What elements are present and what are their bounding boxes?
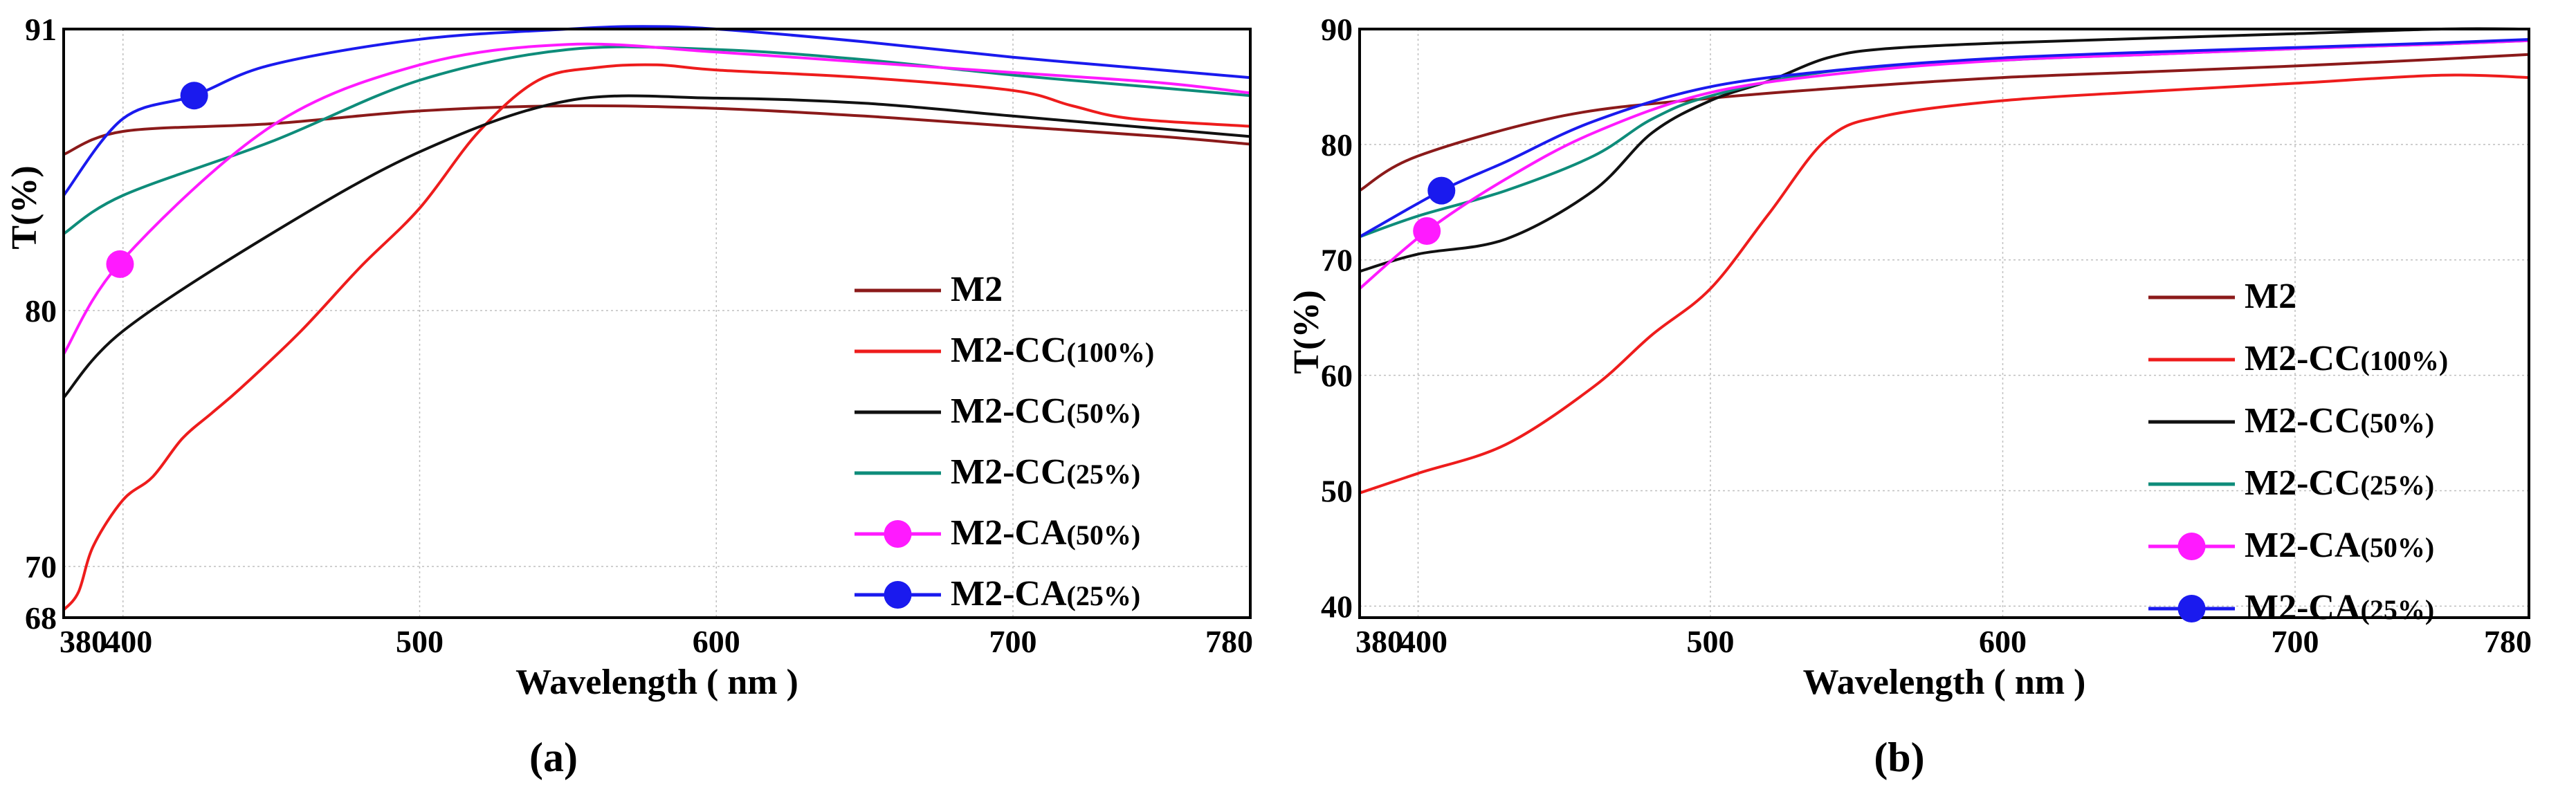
series-line (1358, 39, 2530, 290)
legend: M2 M2-CC(100%) M2-CC(50%) M2-CC(25%) M2-CA(5… (2148, 277, 2448, 627)
legend-label: M2-CC(50%) (2245, 401, 2434, 441)
y-tick-label: 80 (1321, 127, 1353, 163)
series-marker (1427, 176, 1456, 205)
x-tick-label: 600 (693, 624, 740, 659)
series-line (62, 42, 1251, 355)
series-marker (106, 250, 134, 278)
series-line (1358, 53, 2530, 192)
x-tick-label: 700 (2272, 624, 2319, 659)
series-marker (1413, 217, 1441, 246)
legend-label: M2-CA(50%) (2245, 526, 2434, 565)
legend-label: M2-CA(50%) (951, 513, 1140, 553)
panel-caption: (b) (1874, 735, 1924, 780)
x-axis-label: Wavelength ( nm ) (1803, 663, 2086, 702)
y-axis-label: T(%) (5, 165, 44, 249)
legend-label: M2 (951, 270, 1003, 309)
series-line (1359, 27, 2530, 273)
legend-label: M2-CC(100%) (2245, 339, 2448, 378)
series-marker (180, 82, 208, 110)
legend-label: M2-CC(25%) (951, 452, 1140, 492)
series-line (62, 94, 1251, 399)
legend: M2 M2-CC(100%) M2-CC(50%) M2-CC(25%) M2-CA(5… (855, 270, 1154, 613)
panel-caption: (a) (529, 735, 578, 780)
legend-marker (2177, 595, 2206, 622)
legend-marker (2177, 533, 2206, 560)
y-axis-label: T(%) (1287, 290, 1326, 373)
x-tick-label: 380 (60, 624, 107, 659)
legend-label: M2-CA(25%) (951, 574, 1140, 613)
x-tick-label: 400 (1400, 624, 1447, 659)
series-line (1359, 38, 2530, 239)
x-tick-label: 700 (989, 624, 1037, 659)
legend-label: M2-CC(25%) (2245, 463, 2434, 503)
y-tick-label: 70 (25, 549, 57, 584)
legend-marker (884, 581, 912, 609)
x-tick-label: 780 (1205, 624, 1253, 659)
y-tick-label: 90 (1321, 12, 1353, 47)
series-line (63, 104, 1251, 156)
plot-frame (62, 28, 1252, 619)
legend-marker (884, 520, 912, 548)
legend-label: M2-CA(25%) (2245, 588, 2434, 627)
x-tick-label: 780 (2484, 624, 2532, 659)
x-tick-label: 500 (396, 624, 444, 659)
x-tick-label: 380 (1355, 624, 1403, 659)
x-tick-label: 400 (104, 624, 152, 659)
y-tick-label: 91 (25, 12, 57, 47)
legend-label: M2 (2245, 277, 2296, 316)
y-tick-label: 60 (1321, 358, 1353, 394)
legend-label: M2-CC(50%) (951, 391, 1140, 431)
x-tick-label: 500 (1687, 624, 1735, 659)
x-tick-label: 600 (1979, 624, 2027, 659)
y-tick-label: 40 (1321, 589, 1353, 624)
y-tick-label: 50 (1321, 473, 1353, 508)
y-tick-label: 80 (25, 293, 57, 329)
series-line (62, 25, 1251, 196)
y-tick-label: 70 (1321, 243, 1353, 278)
series-line (1359, 39, 2530, 239)
series-line (62, 63, 1251, 611)
legend-label: M2-CC(100%) (951, 331, 1154, 370)
y-tick-label: 68 (25, 600, 57, 636)
x-axis-label: Wavelength ( nm ) (515, 663, 798, 702)
series-line (1359, 73, 2530, 495)
plot-frame (1358, 28, 2530, 619)
